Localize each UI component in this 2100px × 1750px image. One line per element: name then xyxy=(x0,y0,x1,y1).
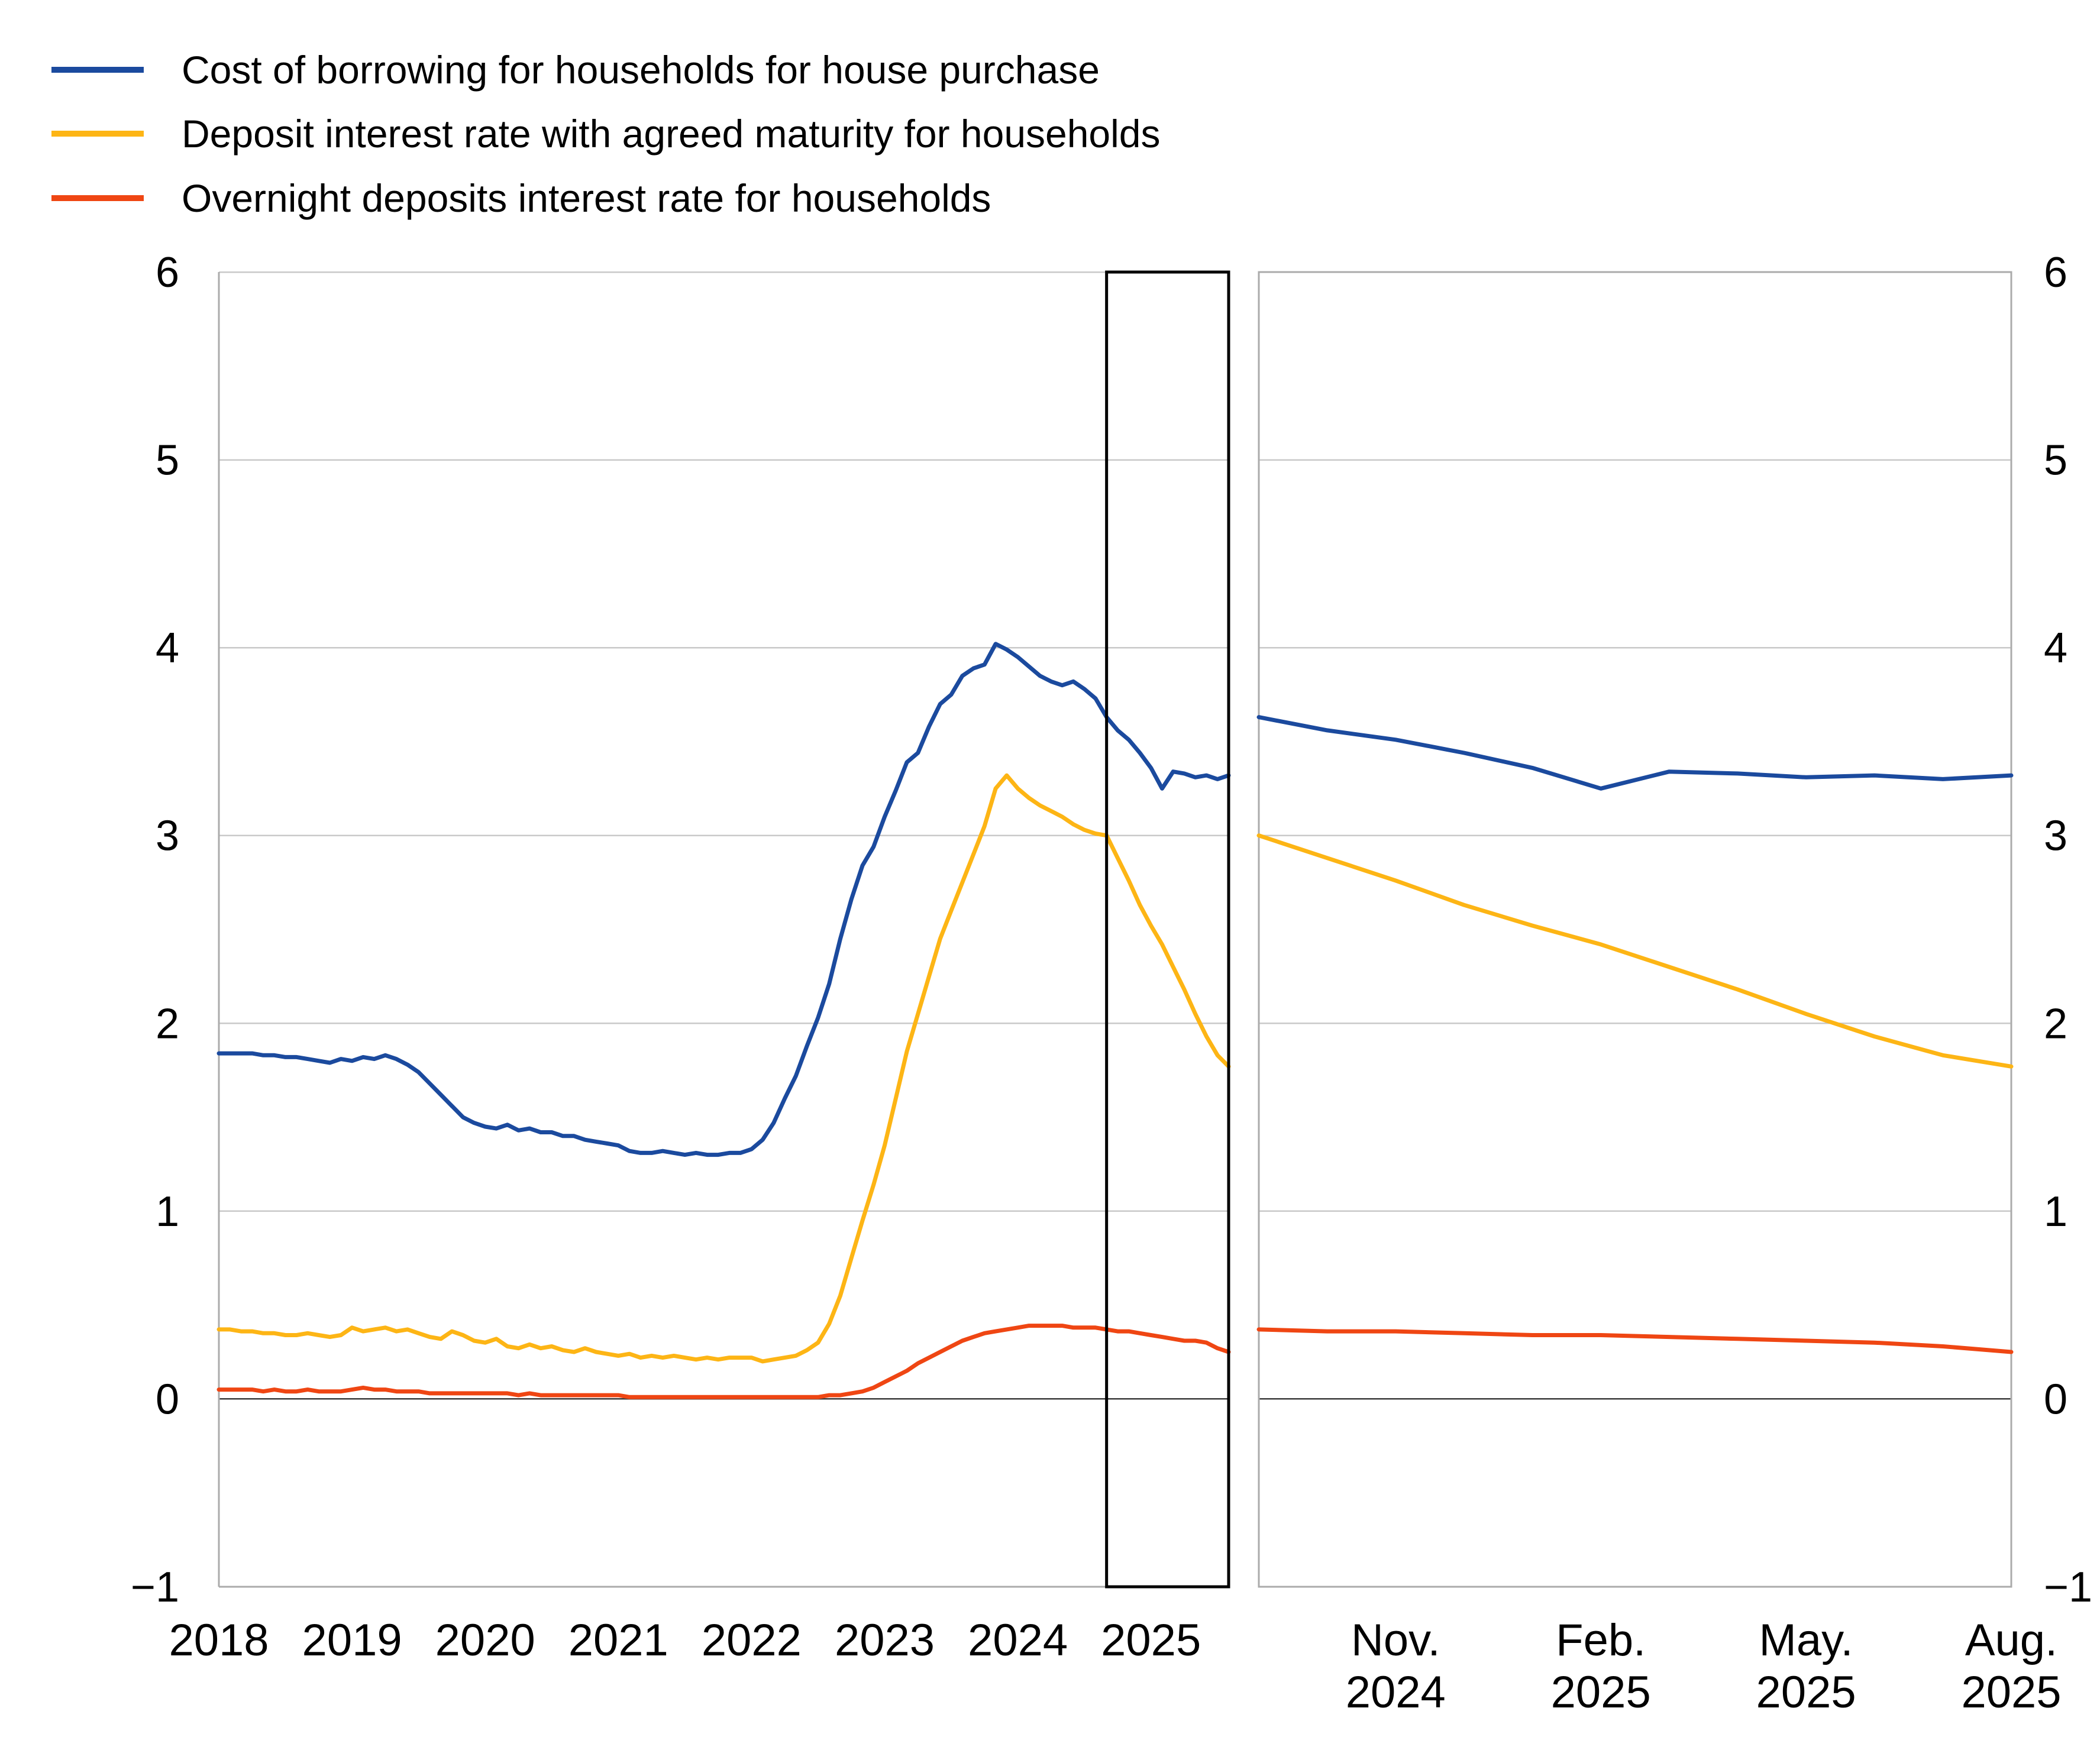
y-axis-label: 1 xyxy=(156,1188,179,1235)
right-panel: 6543210−1Nov.2024Feb.2025May.2025Aug.202… xyxy=(1256,249,2092,1717)
highlight-box xyxy=(1105,270,1230,1589)
y-axis-label: 0 xyxy=(2044,1376,2067,1423)
y-axis-label: 2 xyxy=(156,1000,179,1047)
x-axis-label: Nov. xyxy=(1351,1615,1440,1665)
y-axis-label: −1 xyxy=(2044,1564,2092,1611)
x-axis-label: 2019 xyxy=(302,1615,402,1665)
x-axis-label: 2020 xyxy=(435,1615,535,1665)
x-axis-label: 2018 xyxy=(169,1615,269,1665)
x-axis-label: 2025 xyxy=(1961,1667,2061,1717)
y-axis-label: 1 xyxy=(2044,1188,2067,1235)
series-line-cost_of_borrowing xyxy=(1256,715,2014,791)
y-axis-label: 5 xyxy=(2044,437,2067,484)
x-axis-label: 2022 xyxy=(702,1615,802,1665)
series-line-overnight_deposits xyxy=(217,1324,1231,1399)
legend-label-deposit-agreed-maturity: Deposit interest rate with agreed maturi… xyxy=(182,112,1161,156)
y-axis-label: −1 xyxy=(131,1564,179,1611)
x-axis-label: 2025 xyxy=(1551,1667,1651,1717)
x-axis-label: 2025 xyxy=(1101,1615,1201,1665)
y-axis-label: 4 xyxy=(156,625,179,672)
series-line-deposit_agreed_maturity xyxy=(217,773,1231,1364)
x-axis-label: 2021 xyxy=(568,1615,668,1665)
x-axis-label: Aug. xyxy=(1965,1615,2057,1665)
legend-label-overnight-deposits: Overnight deposits interest rate for hou… xyxy=(182,176,991,220)
x-axis-label: 2025 xyxy=(1756,1667,1856,1717)
x-axis-label: 2024 xyxy=(968,1615,1068,1665)
y-axis-label: 2 xyxy=(2044,1000,2067,1047)
y-axis-label: 0 xyxy=(156,1376,179,1423)
y-axis-label: 3 xyxy=(156,813,179,860)
y-axis-label: 5 xyxy=(156,437,179,484)
y-axis-label: 6 xyxy=(2044,249,2067,296)
x-axis-label: Feb. xyxy=(1556,1615,1646,1665)
panel-border xyxy=(1258,271,2012,1588)
series-line-cost_of_borrowing xyxy=(217,642,1231,1157)
y-axis-label: 3 xyxy=(2044,813,2067,860)
y-axis-label: 4 xyxy=(2044,625,2067,672)
legend-label-cost-of-borrowing: Cost of borrowing for households for hou… xyxy=(182,48,1100,92)
series-line-overnight_deposits xyxy=(1256,1327,2014,1354)
series-line-deposit_agreed_maturity xyxy=(1256,833,2014,1069)
x-axis-label: May. xyxy=(1759,1615,1853,1665)
x-axis-label: 2024 xyxy=(1346,1667,1446,1717)
legend: Cost of borrowing for households for hou… xyxy=(51,48,1161,220)
y-axis-label: 6 xyxy=(156,249,179,296)
x-axis-label: 2023 xyxy=(835,1615,935,1665)
